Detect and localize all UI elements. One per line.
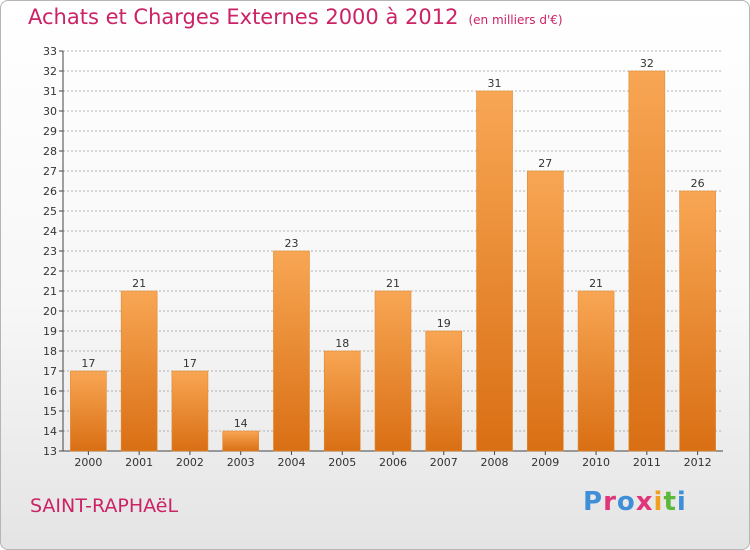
bar-value-label: 21 — [386, 277, 400, 290]
y-tick-label: 29 — [43, 125, 57, 138]
y-tick-label: 14 — [43, 425, 57, 438]
x-tick-label: 2006 — [379, 456, 407, 469]
y-tick-label: 31 — [43, 85, 57, 98]
chart-title-main: Achats et Charges Externes 2000 à 2012 — [28, 5, 459, 29]
y-tick-label: 23 — [43, 245, 57, 258]
chart-title: Achats et Charges Externes 2000 à 2012 (e… — [28, 5, 563, 29]
bar-value-label: 21 — [589, 277, 603, 290]
bar — [425, 330, 463, 452]
bar-value-label: 17 — [81, 357, 95, 370]
logo-letter: i — [653, 487, 664, 517]
bar-value-label: 19 — [437, 317, 451, 330]
y-tick-label: 18 — [43, 345, 57, 358]
bar — [527, 170, 564, 452]
chart-unit-label: (en milliers d'€) — [468, 13, 563, 27]
logo-letter: t — [663, 487, 677, 517]
label-layer: 17 21 17 14 23 18 21 19 31 27 21 32 26 — [81, 57, 704, 430]
y-tick-label: 25 — [43, 205, 57, 218]
bar-value-label: 14 — [234, 417, 248, 430]
y-tick-label: 27 — [43, 165, 57, 178]
x-tick-label: 2003 — [227, 456, 255, 469]
bar — [323, 350, 361, 452]
axis-layer: 13 14 15 16 17 18 19 20 21 22 23 24 25 26 27 28 29 30 31 32… — [43, 45, 723, 469]
x-tick-label: 2002 — [176, 456, 204, 469]
x-tick-label: 2008 — [481, 456, 509, 469]
logo-letter: P — [583, 487, 604, 517]
x-tick-label: 2012 — [684, 456, 712, 469]
x-tick-label: 2001 — [125, 456, 153, 469]
x-tick-label: 2010 — [582, 456, 610, 469]
x-tick-label: 2009 — [531, 456, 559, 469]
bar — [171, 370, 209, 452]
bar — [120, 290, 158, 452]
place-name: SAINT-RAPHAëL — [30, 495, 179, 517]
bar-value-label: 21 — [132, 277, 146, 290]
x-tick-label: 2011 — [633, 456, 661, 469]
bar — [273, 250, 310, 452]
logo-letter: i — [676, 487, 687, 517]
y-tick-label: 20 — [43, 305, 57, 318]
proxiti-logo: Proxiti — [583, 487, 687, 517]
bar — [374, 290, 412, 452]
logo-letter: o — [616, 487, 636, 517]
bar-value-label: 17 — [183, 357, 197, 370]
bar-value-label: 23 — [284, 237, 298, 250]
y-tick-label: 16 — [43, 385, 57, 398]
bar-value-label: 26 — [691, 177, 705, 190]
y-tick-label: 33 — [43, 45, 57, 58]
y-tick-label: 32 — [43, 65, 57, 78]
bar — [70, 370, 107, 452]
y-tick-label: 13 — [43, 445, 57, 458]
bar — [679, 190, 716, 452]
bar — [476, 90, 513, 452]
bar-value-label: 31 — [488, 77, 502, 90]
bar — [577, 290, 615, 452]
bar — [628, 70, 666, 452]
y-tick-label: 26 — [43, 185, 57, 198]
y-tick-label: 17 — [43, 365, 57, 378]
y-tick-label: 19 — [43, 325, 57, 338]
y-tick-label: 24 — [43, 225, 57, 238]
bar-value-label: 27 — [538, 157, 552, 170]
bar — [222, 430, 259, 452]
x-tick-label: 2004 — [277, 456, 305, 469]
logo-letter: x — [635, 487, 654, 517]
y-tick-label: 28 — [43, 145, 57, 158]
logo-letter: r — [603, 487, 617, 517]
y-tick-label: 22 — [43, 265, 57, 278]
y-tick-label: 30 — [43, 105, 57, 118]
bar-value-label: 32 — [640, 57, 654, 70]
bar-value-label: 18 — [335, 337, 349, 350]
y-tick-label: 15 — [43, 405, 57, 418]
x-tick-label: 2007 — [430, 456, 458, 469]
bar-layer — [70, 70, 716, 452]
x-tick-label: 2005 — [328, 456, 356, 469]
y-tick-label: 21 — [43, 285, 57, 298]
x-tick-label: 2000 — [74, 456, 102, 469]
